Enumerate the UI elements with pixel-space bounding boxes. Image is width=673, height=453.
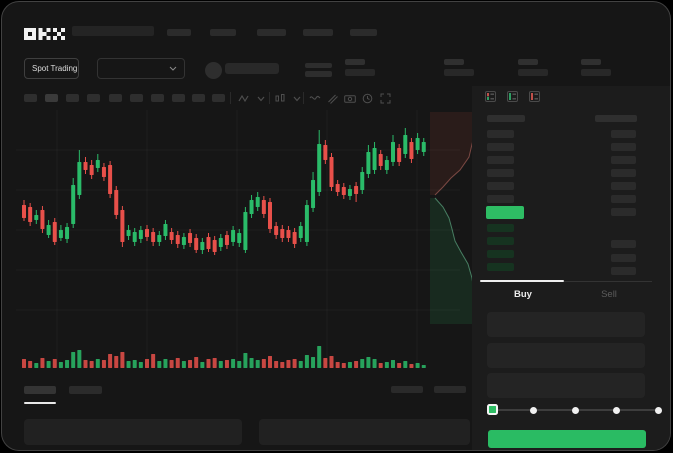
toolbar-divider — [303, 92, 304, 104]
bid-price-row[interactable] — [487, 237, 514, 245]
timeframe-button-placeholder[interactable] — [87, 94, 100, 102]
candlestick-chart[interactable] — [16, 110, 480, 370]
nav-item-placeholder[interactable] — [257, 29, 286, 36]
book-bids-icon[interactable] — [507, 91, 518, 102]
price-input[interactable] — [487, 312, 645, 337]
ask-price-row[interactable] — [487, 169, 514, 177]
last-price-badge[interactable] — [486, 206, 524, 219]
amount-cell-placeholder — [611, 208, 636, 216]
ask-price-row[interactable] — [487, 130, 514, 138]
nav-item-placeholder[interactable] — [210, 29, 236, 36]
active-tab-indicator — [480, 280, 564, 282]
nav-item-placeholder[interactable] — [350, 29, 377, 36]
toolbar-divider — [230, 92, 231, 104]
stat-label-placeholder — [345, 59, 365, 65]
amount-cell-placeholder — [611, 169, 636, 177]
slider-stop-dot[interactable] — [613, 406, 620, 414]
bottom-action-placeholder[interactable] — [391, 386, 423, 393]
book-price-header-placeholder — [487, 115, 525, 122]
depth-overlay — [430, 111, 477, 325]
bid-price-row[interactable] — [487, 250, 514, 258]
tab-divider — [564, 281, 652, 282]
amount-cell-placeholder — [611, 143, 636, 151]
nav-item-placeholder[interactable] — [167, 29, 191, 36]
bottom-action-placeholder[interactable] — [434, 386, 466, 393]
pair-dropdown[interactable] — [97, 58, 185, 79]
slider-stop-dot[interactable] — [530, 406, 537, 414]
amount-cell-placeholder — [611, 267, 636, 275]
timeframe-button-placeholder[interactable] — [212, 94, 225, 102]
avatar[interactable] — [205, 62, 222, 79]
amount-cell-placeholder — [611, 240, 636, 248]
bottom-tab-underline — [24, 402, 56, 404]
buy-submit-button[interactable] — [488, 430, 646, 448]
stat-label-placeholder — [444, 59, 464, 65]
indicators-icon[interactable] — [275, 93, 286, 104]
amount-cell-placeholder — [611, 156, 636, 164]
slider-stop-dot[interactable] — [654, 406, 662, 414]
stat-label-placeholder — [518, 59, 538, 65]
bid-price-row[interactable] — [487, 263, 514, 271]
fullscreen-icon[interactable] — [380, 93, 391, 104]
market-type-dropdown[interactable]: Spot Trading — [24, 58, 79, 79]
chevron-down-icon — [169, 66, 177, 71]
drawing-tool-icon[interactable] — [327, 93, 338, 104]
timeframe-button-placeholder[interactable] — [109, 94, 122, 102]
orders-panel-placeholder — [259, 419, 470, 445]
ask-price-row[interactable] — [487, 182, 514, 190]
slider-stop-dot[interactable] — [571, 406, 579, 414]
amount-cell-placeholder — [611, 130, 636, 138]
bottom-tab-placeholder[interactable] — [69, 386, 102, 394]
stat-value-placeholder — [345, 69, 375, 76]
balance-line-placeholder — [305, 71, 332, 77]
chart-type-icon[interactable] — [238, 94, 250, 103]
amount-cell-placeholder — [611, 182, 636, 190]
book-combined-icon[interactable] — [485, 91, 496, 102]
total-input[interactable] — [487, 373, 645, 398]
chevron-down-icon[interactable] — [293, 96, 301, 102]
stat-label-placeholder — [581, 59, 601, 65]
ask-price-row[interactable] — [487, 156, 514, 164]
timeframe-button-placeholder[interactable] — [45, 94, 58, 102]
ask-price-row[interactable] — [487, 143, 514, 151]
timeframe-button-placeholder[interactable] — [151, 94, 164, 102]
timeframe-button-placeholder[interactable] — [66, 94, 79, 102]
timeframe-button-placeholder[interactable] — [192, 94, 205, 102]
timeframe-button-placeholder[interactable] — [172, 94, 185, 102]
amount-cell-placeholder — [611, 195, 636, 203]
market-type-label: Spot Trading — [32, 64, 78, 73]
book-asks-icon[interactable] — [529, 91, 540, 102]
account-name-placeholder — [225, 63, 279, 74]
clock-icon[interactable] — [362, 93, 373, 104]
amount-input[interactable] — [487, 343, 645, 368]
slider-handle[interactable] — [486, 404, 498, 415]
wave-tool-icon[interactable] — [309, 94, 321, 102]
book-amount-header-placeholder — [595, 115, 637, 122]
bottom-tab-active-placeholder[interactable] — [24, 386, 56, 394]
bid-price-row[interactable] — [487, 224, 514, 232]
header-menu-placeholder[interactable] — [72, 26, 154, 36]
tab-buy[interactable]: Buy — [514, 288, 532, 300]
timeframe-button-placeholder[interactable] — [130, 94, 143, 102]
camera-icon[interactable] — [344, 94, 356, 103]
stat-value-placeholder — [444, 69, 474, 76]
chevron-down-icon[interactable] — [257, 96, 265, 102]
stat-value-placeholder — [581, 69, 611, 76]
toolbar-divider — [269, 92, 270, 104]
ask-price-row[interactable] — [487, 195, 514, 203]
amount-cell-placeholder — [611, 253, 636, 262]
stat-value-placeholder — [518, 69, 548, 76]
timeframe-button-placeholder[interactable] — [24, 94, 37, 102]
tab-sell[interactable]: Sell — [601, 288, 617, 300]
balance-line-placeholder — [305, 63, 332, 68]
nav-item-placeholder[interactable] — [303, 29, 333, 36]
okx-logo[interactable] — [24, 28, 65, 40]
orders-panel-placeholder — [24, 419, 242, 445]
